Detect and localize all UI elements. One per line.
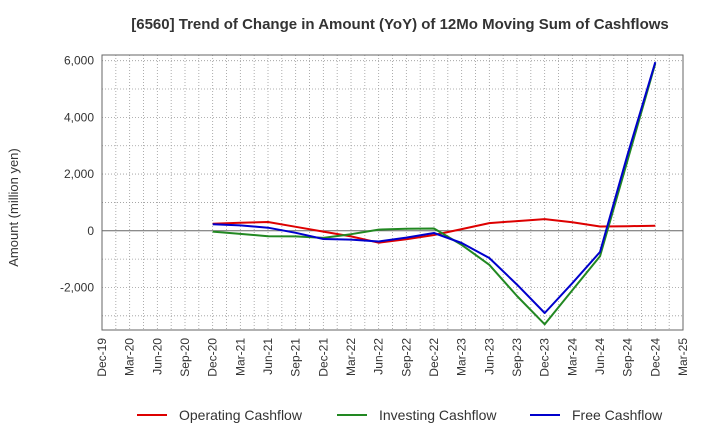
chart-title: [6560] Trend of Change in Amount (YoY) o… xyxy=(131,16,669,33)
x-tick-label: Dec-24 xyxy=(648,338,662,377)
x-tick-label: Jun-23 xyxy=(482,338,496,375)
y-tick-labels: -2,000 0 2,000 4,000 6,000 xyxy=(60,54,94,295)
x-tick-label: Jun-22 xyxy=(372,338,386,375)
legend-label: Investing Cashflow xyxy=(379,407,497,423)
x-tick-label: Dec-20 xyxy=(206,338,220,377)
x-tick-label: Jun-21 xyxy=(261,338,275,375)
x-tick-label: Mar-20 xyxy=(123,338,137,376)
y-tick-label: 2,000 xyxy=(64,167,94,181)
legend-swatch xyxy=(137,414,167,416)
x-tick-label: Sep-23 xyxy=(510,338,524,377)
series-line-operating-cashflow xyxy=(212,218,656,244)
x-tick-label: Mar-23 xyxy=(455,338,469,376)
x-tick-labels: Dec-19 Mar-20 Jun-20 Sep-20 Dec-20 Mar-21 Jun-… xyxy=(95,338,690,377)
legend-label: Operating Cashflow xyxy=(179,407,302,423)
legend-item-investing-cashflow: Investing Cashflow xyxy=(337,405,497,425)
x-tick-label: Sep-22 xyxy=(399,338,413,377)
legend-swatch xyxy=(337,414,367,416)
y-tick-label: 4,000 xyxy=(64,110,94,124)
x-tick-label: Dec-23 xyxy=(538,338,552,377)
y-tick-label: 6,000 xyxy=(64,54,94,68)
x-tick-label: Sep-21 xyxy=(289,338,303,377)
legend-item-free-cashflow: Free Cashflow xyxy=(530,405,662,425)
x-tick-label: Dec-19 xyxy=(95,338,109,377)
x-tick-label: Mar-22 xyxy=(344,338,358,376)
legend-swatch xyxy=(530,414,560,416)
plot-area-frame xyxy=(101,54,684,331)
x-tick-label: Jun-24 xyxy=(593,338,607,375)
y-axis-label: Amount (million yen) xyxy=(6,148,21,267)
x-tick-label: Jun-20 xyxy=(150,338,164,375)
legend-label: Free Cashflow xyxy=(572,407,663,423)
x-tick-label: Mar-21 xyxy=(233,338,247,376)
x-tick-label: Sep-20 xyxy=(178,338,192,377)
x-tick-label: Dec-21 xyxy=(316,338,330,377)
y-tick-label: -2,000 xyxy=(60,280,94,294)
legend: Operating Cashflow Investing Cashflow Free… xyxy=(0,405,720,425)
grid-layer xyxy=(102,55,683,330)
x-tick-label: Mar-25 xyxy=(676,338,690,376)
x-tick-label: Sep-24 xyxy=(621,338,635,377)
series-line-free-cashflow xyxy=(212,61,657,314)
legend-item-operating-cashflow: Operating Cashflow xyxy=(137,405,302,425)
series-layer xyxy=(212,61,657,326)
x-tick-label: Mar-24 xyxy=(565,338,579,376)
x-tick-label: Dec-22 xyxy=(427,338,441,377)
series-line-investing-cashflow xyxy=(212,63,657,326)
y-tick-label: 0 xyxy=(87,224,94,238)
